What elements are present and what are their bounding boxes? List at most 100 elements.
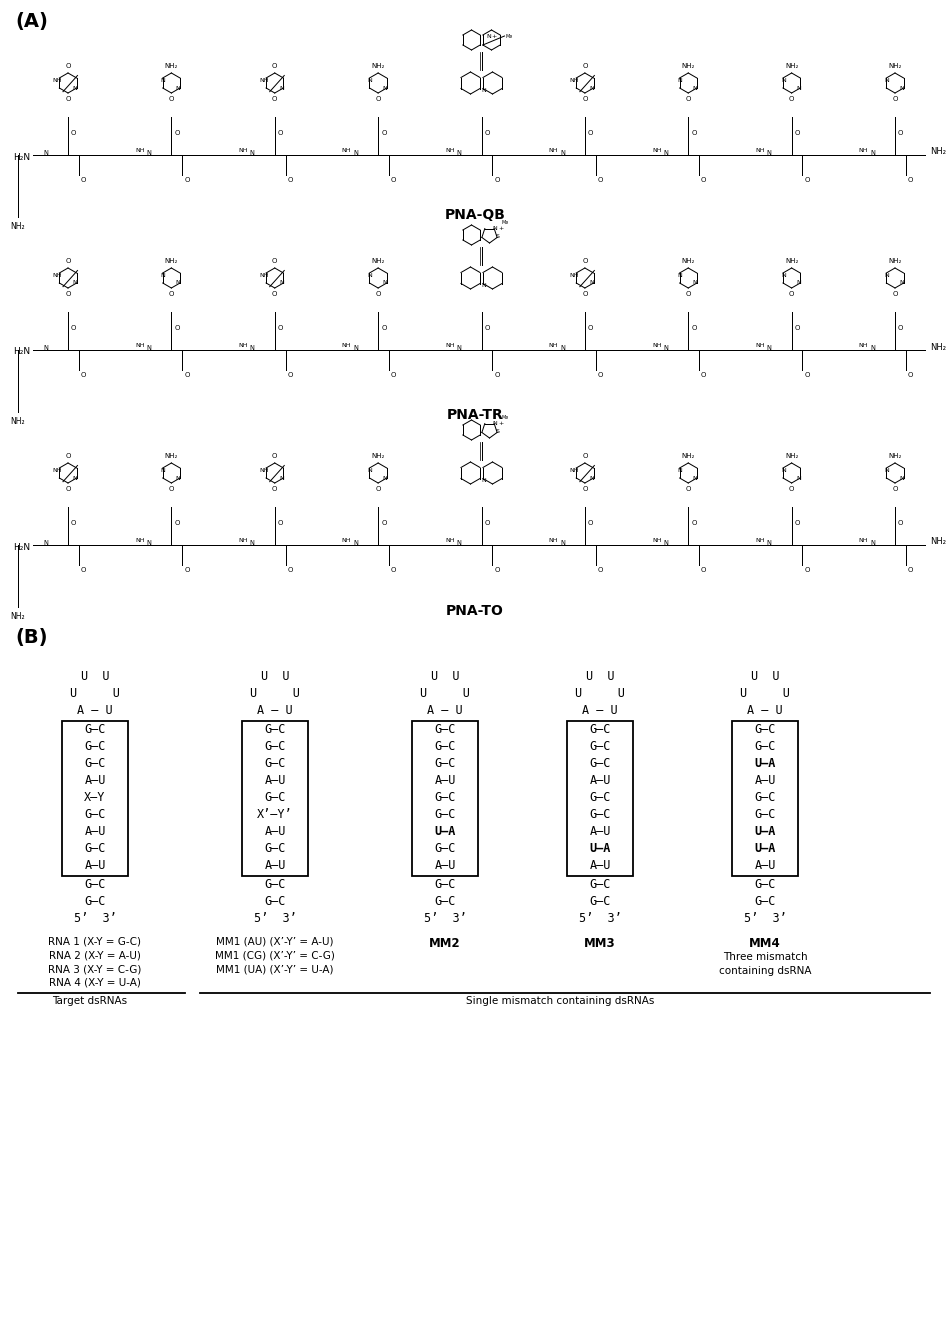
Text: N: N <box>368 273 372 278</box>
Text: O: O <box>391 177 396 183</box>
Text: O: O <box>66 64 70 69</box>
Text: G–C: G–C <box>589 757 611 770</box>
Text: O: O <box>277 520 283 527</box>
Bar <box>412 721 478 876</box>
Text: N: N <box>176 86 180 90</box>
Text: O: O <box>692 130 696 136</box>
Text: O: O <box>582 97 587 102</box>
Text: N: N <box>72 280 77 286</box>
Text: NH₂: NH₂ <box>371 64 385 69</box>
Text: N: N <box>693 280 697 286</box>
Text: N: N <box>663 345 668 351</box>
Text: O: O <box>184 372 190 378</box>
Text: O: O <box>794 130 800 136</box>
Text: N: N <box>457 149 462 156</box>
Text: +: + <box>498 226 504 230</box>
Text: O: O <box>484 325 490 331</box>
Text: S: S <box>496 234 500 239</box>
Text: N: N <box>767 540 771 546</box>
Text: O: O <box>686 97 691 102</box>
Text: O: O <box>81 568 86 573</box>
Text: O: O <box>898 325 903 331</box>
Text: N: N <box>146 149 151 156</box>
Text: G–C: G–C <box>85 740 105 753</box>
Text: O: O <box>381 130 387 136</box>
Text: NH: NH <box>446 343 455 348</box>
Text: +: + <box>498 421 504 426</box>
Text: O: O <box>66 486 70 492</box>
Text: O: O <box>272 486 277 492</box>
Text: G–C: G–C <box>264 894 286 908</box>
Text: NH₂: NH₂ <box>681 258 695 265</box>
Text: NH: NH <box>549 538 559 542</box>
Text: NH₂: NH₂ <box>930 537 946 546</box>
Text: N: N <box>146 345 151 351</box>
Text: N: N <box>481 478 485 483</box>
Text: +: + <box>491 34 497 38</box>
Text: O: O <box>375 97 381 102</box>
Text: O: O <box>794 325 800 331</box>
Text: O: O <box>908 372 913 378</box>
Text: PNA-TR: PNA-TR <box>446 407 504 422</box>
Text: G–C: G–C <box>754 722 776 736</box>
Text: A–U: A–U <box>754 774 776 787</box>
Text: A – U: A – U <box>428 704 463 717</box>
Text: N: N <box>353 345 358 351</box>
Text: N: N <box>481 283 485 288</box>
Text: G–C: G–C <box>85 757 105 770</box>
Text: NH₂: NH₂ <box>888 64 902 69</box>
Text: U  U: U U <box>586 669 615 683</box>
Text: O: O <box>175 520 180 527</box>
Text: O: O <box>381 520 387 527</box>
Text: G–C: G–C <box>754 740 776 753</box>
Text: O: O <box>71 520 76 527</box>
Text: O: O <box>66 291 70 296</box>
Text: G–C: G–C <box>434 841 456 855</box>
Text: G–C: G–C <box>589 878 611 890</box>
Text: N: N <box>781 273 786 278</box>
Text: NH₂: NH₂ <box>785 452 798 459</box>
Text: N: N <box>589 280 594 286</box>
Text: NH: NH <box>549 343 559 348</box>
Text: O: O <box>582 258 587 265</box>
Text: N: N <box>767 149 771 156</box>
Text: O: O <box>582 486 587 492</box>
Text: N: N <box>250 345 255 351</box>
Text: O: O <box>184 177 190 183</box>
Text: A – U: A – U <box>257 704 293 717</box>
Text: O: O <box>686 486 691 492</box>
Text: O: O <box>381 325 387 331</box>
Text: N: N <box>161 78 165 83</box>
Text: A–U: A–U <box>85 826 105 837</box>
Text: N: N <box>693 86 697 90</box>
Text: N: N <box>884 273 889 278</box>
Text: O: O <box>288 372 293 378</box>
Text: N: N <box>279 475 284 480</box>
Text: O: O <box>272 258 277 265</box>
Text: NH₂: NH₂ <box>888 258 902 265</box>
Text: O: O <box>692 520 696 527</box>
Text: RNA 2 (X-Y = A-U): RNA 2 (X-Y = A-U) <box>49 950 141 960</box>
Text: N: N <box>279 280 284 286</box>
Text: N: N <box>900 475 904 480</box>
Text: RNA 3 (X-Y = C-G): RNA 3 (X-Y = C-G) <box>48 964 142 974</box>
Text: O: O <box>692 325 696 331</box>
Text: U–A: U–A <box>754 841 776 855</box>
Text: N: N <box>279 86 284 90</box>
Text: O: O <box>908 177 913 183</box>
Text: N: N <box>481 89 485 93</box>
Text: containing dsRNA: containing dsRNA <box>719 966 811 975</box>
Text: 5’  3’: 5’ 3’ <box>424 912 466 925</box>
Text: G–C: G–C <box>85 894 105 908</box>
Text: U  U: U U <box>81 669 109 683</box>
Text: NH₂: NH₂ <box>164 64 178 69</box>
Text: N: N <box>161 273 165 278</box>
Text: MM2: MM2 <box>429 937 461 950</box>
Bar <box>62 721 128 876</box>
Text: NH: NH <box>342 538 352 542</box>
Text: G–C: G–C <box>589 791 611 804</box>
Text: N: N <box>161 468 165 474</box>
Text: O: O <box>175 325 180 331</box>
Text: A–U: A–U <box>264 859 286 872</box>
Text: O: O <box>277 325 283 331</box>
